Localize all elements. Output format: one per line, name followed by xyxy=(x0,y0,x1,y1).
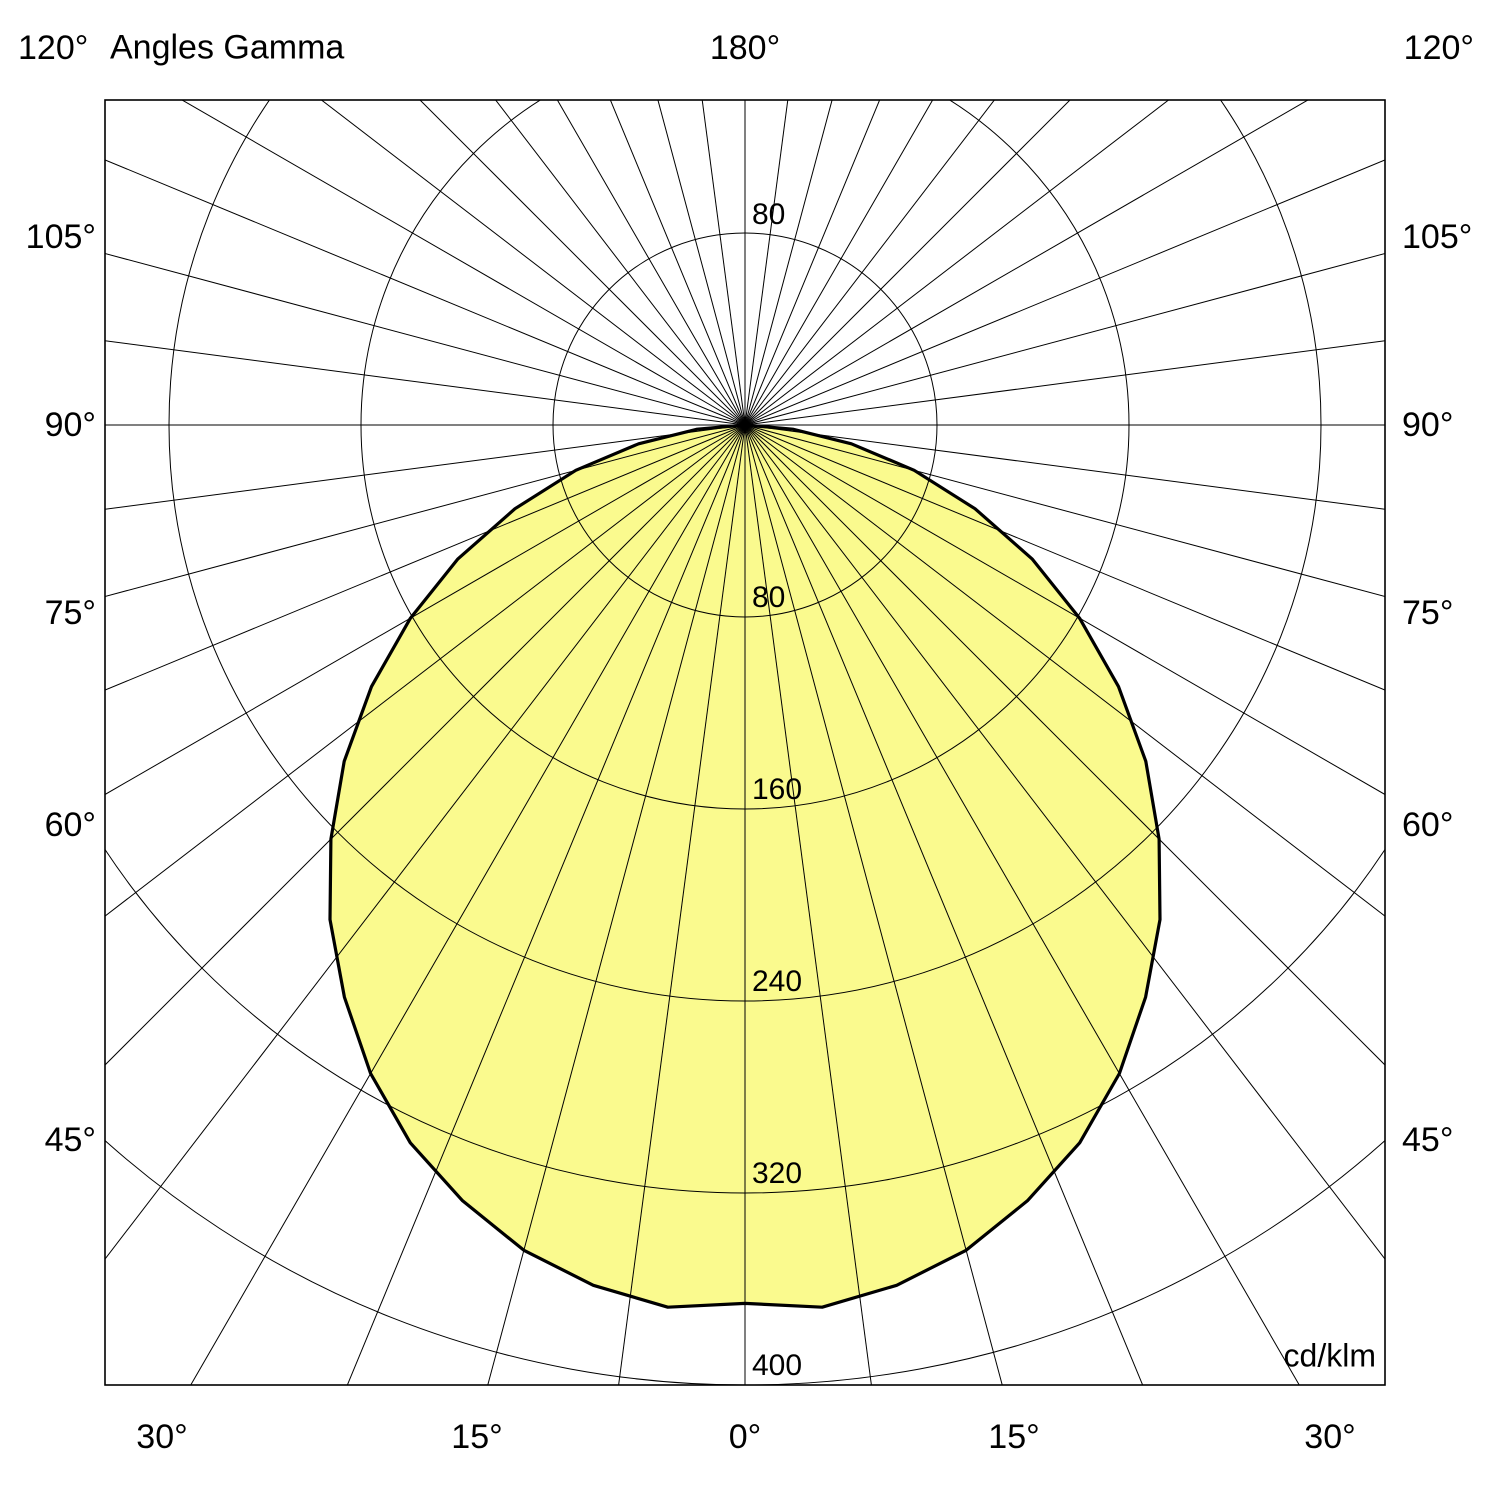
gamma-label-left-45: 45° xyxy=(44,1121,96,1159)
gamma-label-right-90: 90° xyxy=(1402,406,1454,444)
gamma-label-bottom-15l: 15° xyxy=(451,1418,503,1456)
ring-label-240: 240 xyxy=(752,965,803,998)
gamma-label-right-75: 75° xyxy=(1402,594,1454,632)
gamma-label-left-75: 75° xyxy=(44,594,96,632)
gamma-label-right-60: 60° xyxy=(1402,806,1454,844)
gamma-label-bottom-30r: 30° xyxy=(1304,1418,1356,1456)
gamma-label-corner-right: 120° xyxy=(1403,29,1474,67)
gamma-label-right-105: 105° xyxy=(1402,218,1473,256)
gamma-label-top-180: 180° xyxy=(709,29,781,67)
gamma-label-bottom-30l: 30° xyxy=(136,1418,188,1456)
ring-label-80-bottom: 80 xyxy=(752,581,786,614)
gamma-label-corner-left: 120° xyxy=(18,29,89,67)
gamma-label-left-60: 60° xyxy=(44,806,96,844)
ring-label-80-top: 80 xyxy=(752,198,786,231)
chart-title: Angles Gamma xyxy=(110,28,345,67)
ring-label-400: 400 xyxy=(752,1349,803,1382)
unit-label: cd/klm xyxy=(1283,1337,1376,1374)
ring-label-160: 160 xyxy=(752,773,803,806)
gamma-label-left-90: 90° xyxy=(44,406,96,444)
gamma-label-right-45: 45° xyxy=(1402,1121,1454,1159)
ring-label-320: 320 xyxy=(752,1157,803,1190)
gamma-label-left-105: 105° xyxy=(25,218,96,256)
gamma-label-bottom-15r: 15° xyxy=(988,1418,1040,1456)
gamma-label-bottom-0: 0° xyxy=(728,1418,762,1456)
